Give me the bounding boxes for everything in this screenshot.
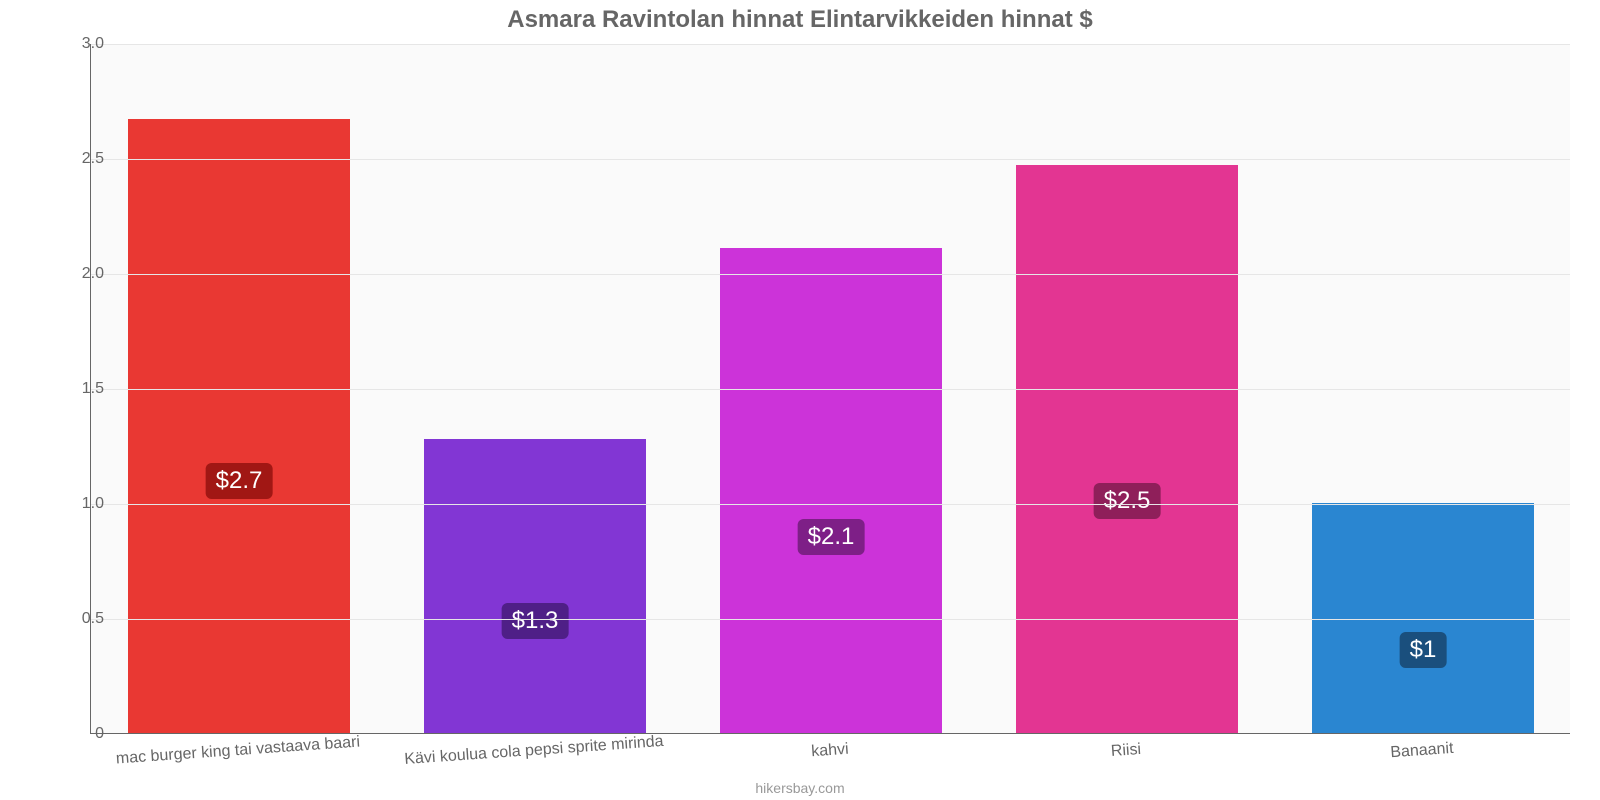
gridline <box>91 504 1570 505</box>
x-tick-label: kahvi <box>811 741 850 762</box>
y-tick-label: 1.5 <box>44 380 104 398</box>
bar-value-label: $1.3 <box>502 603 569 639</box>
x-axis-labels: mac burger king tai vastaava baariKävi k… <box>90 738 1570 778</box>
x-tick-label: Riisi <box>1110 741 1141 761</box>
bar-value-label: $2.1 <box>798 519 865 555</box>
bar-value-label: $2.5 <box>1094 483 1161 519</box>
gridline <box>91 274 1570 275</box>
chart-title: Asmara Ravintolan hinnat Elintarvikkeide… <box>0 6 1600 34</box>
gridline <box>91 389 1570 390</box>
bar: $1.3 <box>424 439 646 733</box>
credit-text: hikersbay.com <box>0 780 1600 796</box>
x-tick-label: mac burger king tai vastaava baari <box>115 733 360 768</box>
bar-value-label: $2.7 <box>206 463 273 499</box>
y-tick-label: 0 <box>44 725 104 743</box>
y-tick-label: 2.5 <box>44 150 104 168</box>
bar: $1 <box>1312 503 1534 733</box>
bar: $2.5 <box>1016 165 1238 733</box>
price-bar-chart: Asmara Ravintolan hinnat Elintarvikkeide… <box>0 0 1600 800</box>
y-tick-label: 0.5 <box>44 610 104 628</box>
y-tick-label: 2.0 <box>44 265 104 283</box>
y-tick-label: 3.0 <box>44 35 104 53</box>
x-tick-label: Kävi koulua cola pepsi sprite mirinda <box>404 733 664 769</box>
bar: $2.1 <box>720 248 942 733</box>
gridline <box>91 44 1570 45</box>
y-tick-label: 1.0 <box>44 495 104 513</box>
bar: $2.7 <box>128 119 350 733</box>
bar-value-label: $1 <box>1400 632 1447 668</box>
gridline <box>91 619 1570 620</box>
gridline <box>91 159 1570 160</box>
x-tick-label: Banaanit <box>1390 740 1454 762</box>
plot-area: $2.7 $1.3 $2.1 $2.5 $1 <box>90 44 1570 734</box>
